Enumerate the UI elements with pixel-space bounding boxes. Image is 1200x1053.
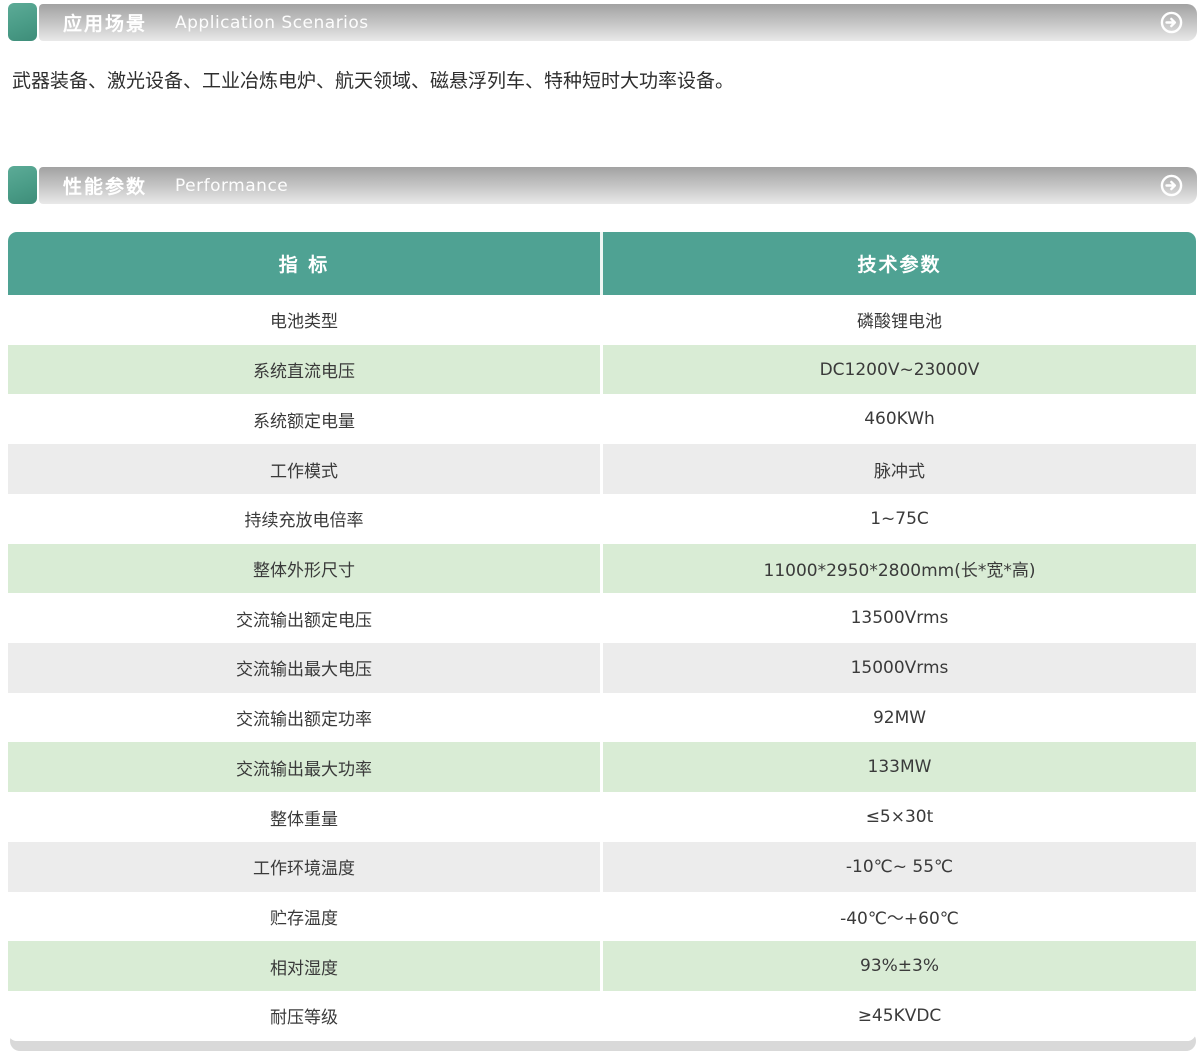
column-divider xyxy=(600,991,603,1041)
table-row: 整体外形尺寸 11000*2950*2800mm(长*宽*高) xyxy=(8,543,1196,594)
section-header-performance: 性能参数 Performance xyxy=(0,166,1200,204)
table-row: 整体重量 ≤5×30t xyxy=(8,792,1196,842)
column-divider xyxy=(600,444,603,494)
spec-name-cell: 整体重量 xyxy=(8,792,600,842)
spec-value-cell: 脉冲式 xyxy=(603,444,1196,494)
spec-value-cell: 15000Vrms xyxy=(603,643,1196,693)
spec-name-cell: 交流输出额定电压 xyxy=(8,593,600,644)
spec-value-cell: 13500Vrms xyxy=(603,593,1196,644)
section-title-zh: 性能参数 xyxy=(63,176,148,198)
table-row: 工作模式 脉冲式 xyxy=(8,444,1196,494)
spec-value-cell: 11000*2950*2800mm(长*宽*高) xyxy=(603,543,1196,594)
spec-value-cell: 133MW xyxy=(603,742,1196,793)
column-divider xyxy=(600,841,603,892)
spec-value-cell: ≥45KVDC xyxy=(603,991,1196,1041)
spec-value-cell: -10℃~ 55℃ xyxy=(603,841,1196,892)
column-divider xyxy=(600,295,603,345)
column-divider xyxy=(600,941,603,992)
spec-name-cell: 持续充放电倍率 xyxy=(8,493,600,544)
section-accent-square xyxy=(8,3,37,41)
spec-name-cell: 系统直流电压 xyxy=(8,344,600,395)
table-row: 系统额定电量 460KWh xyxy=(8,394,1196,445)
spec-name-cell: 工作模式 xyxy=(8,444,600,494)
column-divider xyxy=(600,742,603,793)
performance-table: 指 标 技术参数 电池类型 磷酸锂电池 系统直流电压 DC1200V~23000… xyxy=(8,232,1196,1041)
spec-value-cell: DC1200V~23000V xyxy=(603,344,1196,395)
spec-name-cell: 交流输出最大功率 xyxy=(8,742,600,793)
table-header-parameters: 技术参数 xyxy=(857,254,942,276)
table-header-row: 指 标 技术参数 xyxy=(8,232,1196,295)
spec-value-cell: 磷酸锂电池 xyxy=(603,295,1196,345)
spec-name-cell: 整体外形尺寸 xyxy=(8,543,600,594)
spec-name-cell: 工作环境温度 xyxy=(8,841,600,892)
table-header-index: 指 标 xyxy=(278,254,330,276)
table-row: 工作环境温度 -10℃~ 55℃ xyxy=(8,841,1196,892)
spec-value-cell: 92MW xyxy=(603,692,1196,743)
spec-name-cell: 交流输出最大电压 xyxy=(8,643,600,693)
column-divider xyxy=(600,232,603,295)
column-divider xyxy=(600,344,603,395)
spec-table-body: 电池类型 磷酸锂电池 系统直流电压 DC1200V~23000V 系统额定电量 … xyxy=(8,295,1196,1041)
section-header-bar: 性能参数 Performance xyxy=(39,167,1197,204)
column-divider xyxy=(600,643,603,693)
section-title-zh: 应用场景 xyxy=(63,13,148,35)
spec-name-cell: 电池类型 xyxy=(8,295,600,345)
circle-arrow-right-icon[interactable] xyxy=(1160,11,1183,34)
column-divider xyxy=(600,593,603,644)
spec-value-cell: ≤5×30t xyxy=(603,792,1196,842)
section-header-application: 应用场景 Application Scenarios xyxy=(0,3,1200,41)
application-scenarios-text: 武器装备、激光设备、工业冶炼电炉、航天领域、磁悬浮列车、特种短时大功率设备。 xyxy=(12,70,735,92)
spec-value-cell: 93%±3% xyxy=(603,941,1196,992)
spec-value-cell: -40℃～+60℃ xyxy=(603,891,1196,942)
spec-name-cell: 系统额定电量 xyxy=(8,394,600,445)
column-divider xyxy=(600,394,603,445)
column-divider xyxy=(600,792,603,842)
column-divider xyxy=(600,493,603,544)
section-title-en: Performance xyxy=(175,175,289,196)
table-row: 持续充放电倍率 1~75C xyxy=(8,493,1196,544)
spec-name-cell: 耐压等级 xyxy=(8,991,600,1041)
table-row: 交流输出最大功率 133MW xyxy=(8,742,1196,793)
column-divider xyxy=(600,891,603,942)
table-row: 交流输出额定电压 13500Vrms xyxy=(8,593,1196,644)
table-row: 系统直流电压 DC1200V~23000V xyxy=(8,344,1196,395)
section-accent-square xyxy=(8,166,37,204)
table-row: 电池类型 磷酸锂电池 xyxy=(8,295,1196,345)
spec-name-cell: 相对湿度 xyxy=(8,941,600,992)
table-row: 交流输出最大电压 15000Vrms xyxy=(8,643,1196,693)
spec-name-cell: 交流输出额定功率 xyxy=(8,692,600,743)
table-row: 耐压等级 ≥45KVDC xyxy=(8,991,1196,1041)
spec-value-cell: 1~75C xyxy=(603,493,1196,544)
circle-arrow-right-icon[interactable] xyxy=(1160,174,1183,197)
table-row: 交流输出额定功率 92MW xyxy=(8,692,1196,743)
section-header-bar: 应用场景 Application Scenarios xyxy=(39,4,1197,41)
table-row: 相对湿度 93%±3% xyxy=(8,941,1196,992)
table-row: 贮存温度 -40℃～+60℃ xyxy=(8,891,1196,942)
spec-value-cell: 460KWh xyxy=(603,394,1196,445)
section-title-en: Application Scenarios xyxy=(175,12,369,33)
spec-name-cell: 贮存温度 xyxy=(8,891,600,942)
column-divider xyxy=(600,692,603,743)
column-divider xyxy=(600,543,603,594)
